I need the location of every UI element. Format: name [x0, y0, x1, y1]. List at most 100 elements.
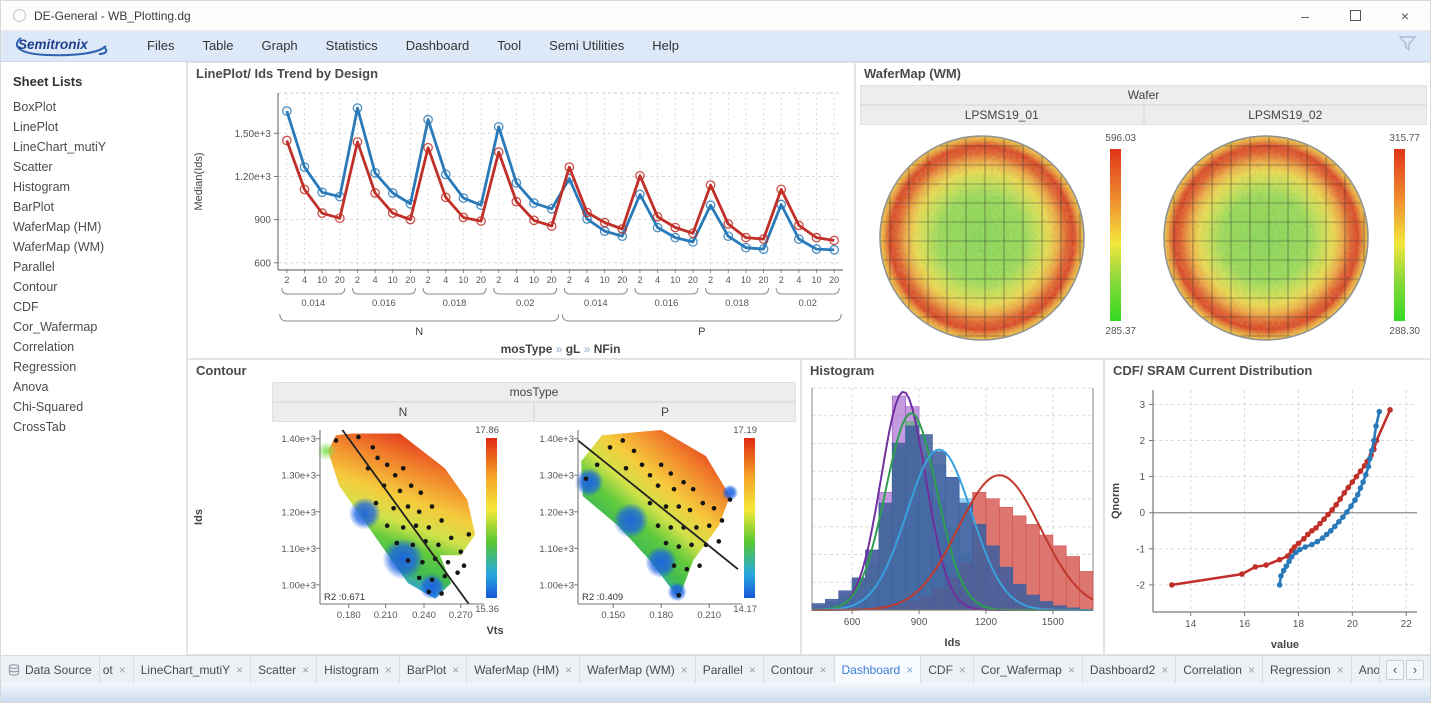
- tab-barplot[interactable]: BarPlot ×: [400, 656, 468, 683]
- svg-text:4: 4: [796, 275, 801, 285]
- tab-label: LineChart_mutiY: [140, 662, 231, 677]
- menu-item-dashboard[interactable]: Dashboard: [405, 38, 470, 53]
- svg-text:20: 20: [476, 275, 486, 285]
- tab-wafermap-wm[interactable]: WaferMap (WM) ×: [580, 656, 696, 683]
- menu-item-table[interactable]: Table: [202, 38, 234, 53]
- svg-text:Vts: Vts: [486, 625, 503, 637]
- close-icon[interactable]: ×: [236, 662, 244, 677]
- sheet-tab-bar: Data Source ot × LineChart_mutiY × Scatter × Hi…: [1, 655, 1430, 683]
- svg-text:0.210: 0.210: [374, 610, 398, 621]
- menu-item-help[interactable]: Help: [652, 38, 680, 53]
- tab-scroll-right-button[interactable]: ›: [1406, 659, 1424, 680]
- tab-histogram[interactable]: Histogram ×: [317, 656, 400, 683]
- wafer-map-1[interactable]: 596.03 285.37: [860, 125, 1144, 358]
- tab-label: WaferMap (HM): [474, 662, 560, 677]
- close-icon[interactable]: ×: [819, 662, 827, 677]
- svg-text:285.37: 285.37: [1105, 326, 1136, 337]
- tab-dashboard[interactable]: Dashboard ×: [834, 656, 922, 683]
- sidebar-item-regression[interactable]: Regression: [13, 360, 77, 374]
- minimize-button[interactable]: –: [1301, 7, 1309, 24]
- tab-correlation[interactable]: Correlation ×: [1176, 656, 1263, 683]
- sidebar-item-chi-squared[interactable]: Chi-Squared: [13, 400, 84, 414]
- tab-ot[interactable]: ot ×: [100, 656, 134, 683]
- sidebar-item-boxplot[interactable]: BoxPlot: [13, 100, 57, 114]
- close-icon[interactable]: ×: [1247, 662, 1255, 677]
- svg-text:20: 20: [547, 275, 557, 285]
- svg-text:1.30e+3: 1.30e+3: [281, 471, 316, 482]
- close-icon[interactable]: ×: [384, 662, 392, 677]
- menu-item-files[interactable]: Files: [147, 38, 175, 53]
- svg-text:600: 600: [254, 258, 271, 269]
- sidebar-item-cdf[interactable]: CDF: [13, 300, 39, 314]
- panel-lineplot: LinePlot/ Ids Trend by Design 600 900 1.20…: [187, 62, 855, 359]
- tab-data-source[interactable]: Data Source: [1, 656, 100, 683]
- svg-text:20: 20: [759, 275, 769, 285]
- svg-text:1.00e+3: 1.00e+3: [281, 580, 316, 591]
- tab-anova[interactable]: Anova×: [1352, 656, 1379, 683]
- tab-scroll-left-button[interactable]: ‹: [1386, 659, 1404, 680]
- lineplot-chart[interactable]: 600 900 1.20e+3 1.50e+3 2 4 10 20 2 4 10 20 2 4 10 20 2 4…: [188, 85, 854, 358]
- svg-text:1.00e+3: 1.00e+3: [539, 580, 574, 591]
- panel-histogram: Histogram 600 900 1200 1500 Ids: [801, 359, 1104, 655]
- svg-text:15.36: 15.36: [475, 604, 499, 615]
- close-icon[interactable]: ×: [565, 662, 573, 677]
- close-icon[interactable]: ×: [680, 662, 688, 677]
- histogram-chart[interactable]: 600 900 1200 1500 Ids: [802, 382, 1103, 654]
- close-icon[interactable]: ×: [302, 662, 310, 677]
- close-icon[interactable]: ×: [748, 662, 756, 677]
- tab-parallel[interactable]: Parallel ×: [696, 656, 764, 683]
- close-icon[interactable]: ×: [958, 662, 966, 677]
- sidebar-item-wafermap-hm[interactable]: WaferMap (HM): [13, 220, 102, 234]
- close-icon[interactable]: ×: [906, 662, 914, 677]
- svg-text:315.77: 315.77: [1389, 133, 1420, 144]
- tab-regression[interactable]: Regression ×: [1263, 656, 1352, 683]
- svg-text:4: 4: [655, 275, 660, 285]
- close-icon[interactable]: ×: [1067, 662, 1075, 677]
- contour-chart[interactable]: 1.40e+3 1.30e+3 1.20e+3 1.10e+3 1.00e+3 0.180…: [188, 422, 800, 654]
- tab-label: WaferMap (WM): [587, 662, 675, 677]
- sidebar-item-parallel[interactable]: Parallel: [13, 260, 55, 274]
- panel-wafermap: WaferMap (WM) Wafer LPSMS19_01 596.03 285…: [855, 62, 1430, 359]
- filter-icon[interactable]: [1398, 36, 1417, 56]
- sidebar-item-cor-wafermap[interactable]: Cor_Wafermap: [13, 320, 98, 334]
- menu-item-statistics[interactable]: Statistics: [325, 38, 378, 53]
- panel-contour: Contour mosType N P 1.40e+3 1.30e+3 1.20e+…: [187, 359, 801, 655]
- sidebar-item-histogram[interactable]: Histogram: [13, 180, 70, 194]
- sidebar-item-linechart-mutiy[interactable]: LineChart_mutiY: [13, 140, 107, 154]
- menu-item-graph[interactable]: Graph: [261, 38, 298, 53]
- sidebar-item-lineplot[interactable]: LinePlot: [13, 120, 59, 134]
- tab-dashboard2[interactable]: Dashboard2 ×: [1083, 656, 1177, 683]
- close-icon[interactable]: ×: [1161, 662, 1169, 677]
- tab-contour[interactable]: Contour ×: [764, 656, 835, 683]
- sidebar-item-correlation[interactable]: Correlation: [13, 340, 75, 354]
- close-button[interactable]: ×: [1400, 7, 1410, 24]
- sidebar-item-anova[interactable]: Anova: [13, 380, 49, 394]
- tab-cor-wafermap[interactable]: Cor_Wafermap ×: [974, 656, 1083, 683]
- sidebar-item-wafermap-wm[interactable]: WaferMap (WM): [13, 240, 105, 254]
- sidebar-item-contour[interactable]: Contour: [13, 280, 58, 294]
- sidebar-item-scatter[interactable]: Scatter: [13, 160, 53, 174]
- menu-item-tool[interactable]: Tool: [497, 38, 522, 53]
- contour-subheader-p: P: [534, 402, 796, 422]
- sidebar-item-barplot[interactable]: BarPlot: [13, 200, 54, 214]
- tab-wafermap-hm[interactable]: WaferMap (HM) ×: [467, 656, 581, 683]
- tab-label: Dashboard2: [1089, 662, 1156, 677]
- color-scale: [1110, 149, 1121, 321]
- contour-plot-P: [574, 430, 739, 602]
- svg-text:10: 10: [317, 275, 327, 285]
- tab-scatter[interactable]: Scatter ×: [251, 656, 318, 683]
- sidebar-item-crosstab[interactable]: CrossTab: [13, 420, 66, 434]
- svg-text:1.40e+3: 1.40e+3: [281, 434, 316, 445]
- wafer-map-2[interactable]: 315.77 288.30: [1144, 125, 1428, 358]
- tab-linechart-mutiy[interactable]: LineChart_mutiY ×: [134, 656, 252, 683]
- close-icon[interactable]: ×: [118, 662, 126, 677]
- cdf-chart[interactable]: 3 2 1 0 -1 -2 14 16 18 20 22 value Qnorm: [1105, 382, 1430, 654]
- svg-text:mosType » gL » NFin: mosType » gL » NFin: [501, 342, 621, 356]
- close-icon[interactable]: ×: [1336, 662, 1344, 677]
- menu-item-semi-utilities[interactable]: Semi Utilities: [549, 38, 625, 53]
- tab-cdf[interactable]: CDF ×: [921, 656, 974, 683]
- maximize-button[interactable]: [1330, 2, 1380, 30]
- logo-swoosh: [15, 37, 107, 57]
- close-icon[interactable]: ×: [452, 662, 460, 677]
